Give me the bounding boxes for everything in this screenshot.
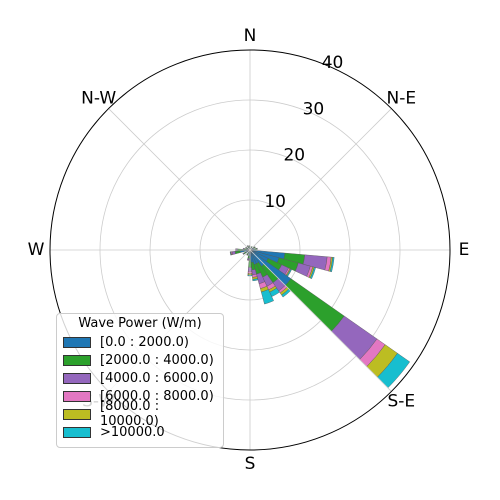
direction-spoke: [108, 108, 251, 251]
chart-legend: Wave Power (W/m) [0.0 : 2000.0) [2000.0 :…: [56, 313, 224, 448]
legend-label: [8000.0 : 10000.0): [100, 399, 160, 429]
direction-spoke: [249, 108, 392, 251]
wind-rose-bar-segment: [261, 289, 274, 305]
legend-swatch: [63, 354, 91, 366]
direction-label-s: S: [245, 454, 256, 474]
direction-label-n-e: N-E: [387, 89, 417, 109]
plot-outline: [49, 49, 451, 451]
legend-entries: [0.0 : 2000.0) [2000.0 : 4000.0) [4000.0 :…: [63, 333, 217, 441]
wind-rose-bar-segment: [285, 278, 345, 332]
legend-item: [2000.0 : 4000.0): [63, 351, 217, 369]
wind-rose-bar-segment: [246, 254, 248, 256]
wind-rose-bar-segment: [281, 288, 291, 298]
direction-spoke: [249, 249, 392, 392]
wind-rose-bar-segment: [245, 246, 247, 249]
legend-label: [2000.0 : 4000.0): [100, 352, 214, 368]
legend-item: [6000.0 : 8000.0): [63, 387, 217, 405]
wind-rose-bar-segment: [247, 255, 250, 259]
wind-rose-bars: [229, 245, 411, 389]
wind-rose-bar-segment: [248, 245, 250, 247]
wind-rose-bar-segment: [242, 252, 245, 255]
direction-label-n: N: [244, 26, 257, 46]
wind-rose-bar-segment: [229, 251, 232, 256]
grid-ring: [49, 49, 451, 451]
wind-rose-bar-segment: [310, 266, 316, 280]
wind-rose-bar-segment: [242, 247, 245, 250]
wind-rose-bar-segment: [256, 247, 258, 250]
legend-label: [6000.0 : 8000.0): [100, 388, 214, 404]
direction-label-e: E: [459, 240, 470, 260]
radial-tick-label: 10: [264, 192, 286, 212]
radial-tick-label: 40: [322, 53, 344, 73]
direction-label-s-e: S-E: [387, 391, 415, 411]
legend-item: [8000.0 : 10000.0): [63, 399, 217, 429]
legend-item: [4000.0 : 6000.0): [63, 369, 217, 387]
direction-label-w: W: [28, 240, 45, 260]
wind-rose-bar-segment: [254, 246, 256, 248]
legend-swatch: [63, 408, 91, 420]
legend-swatch: [63, 372, 91, 384]
legend-swatch: [63, 390, 91, 402]
legend-swatch: [63, 426, 91, 438]
wind-rose-bar-segment: [329, 257, 335, 273]
legend-label: [4000.0 : 6000.0): [100, 370, 214, 386]
wind-rose-bar-segment: [246, 245, 249, 247]
wind-rose-bar-segment: [251, 246, 253, 248]
radial-tick-label: 20: [283, 146, 305, 166]
wind-rose-bar-segment: [252, 278, 259, 282]
legend-label: >10000.0: [100, 424, 165, 440]
legend-swatch: [63, 336, 91, 348]
legend-label: [0.0 : 2000.0): [100, 334, 189, 350]
legend-title: Wave Power (W/m): [78, 316, 202, 331]
direction-label-n-w: N-W: [81, 89, 116, 109]
legend-item: >10000.0: [63, 423, 217, 441]
legend-item: [0.0 : 2000.0): [63, 333, 217, 351]
radial-tick-label: 30: [303, 99, 325, 119]
wind-rose-bar-segment: [247, 259, 250, 261]
